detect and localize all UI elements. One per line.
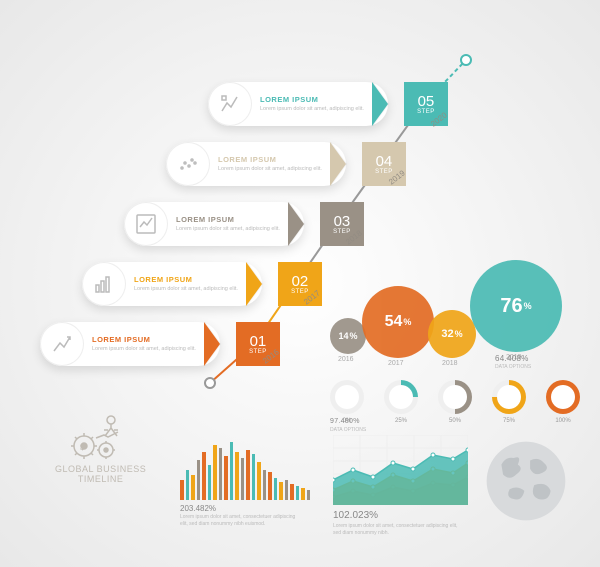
line-up-icon bbox=[40, 322, 84, 366]
bar bbox=[285, 480, 289, 500]
step-text: LOREM IPSUM Lorem ipsum dolor sit amet, … bbox=[84, 335, 206, 353]
step-desc: Lorem ipsum dolor sit amet, adipiscing e… bbox=[92, 346, 196, 353]
bubble-year: 2017 bbox=[388, 360, 404, 367]
pies-caption: 97.480% bbox=[330, 418, 360, 425]
bars-icon bbox=[82, 262, 126, 306]
bar bbox=[191, 475, 195, 500]
bar bbox=[279, 482, 283, 500]
step-desc: Lorem ipsum dolor sit amet, adipiscing e… bbox=[134, 286, 238, 293]
bar bbox=[208, 465, 212, 500]
step-title: LOREM IPSUM bbox=[176, 215, 280, 224]
bubble-sub: DATA OPTIONS bbox=[495, 364, 531, 370]
bar bbox=[301, 488, 305, 500]
step-card-01: LOREM IPSUM Lorem ipsum dolor sit amet, … bbox=[40, 322, 220, 366]
step-desc: Lorem ipsum dolor sit amet, adipiscing e… bbox=[260, 106, 364, 113]
area-chart bbox=[333, 435, 468, 505]
bubble: 32% bbox=[428, 310, 476, 358]
bubble-year: 2016 bbox=[338, 356, 354, 363]
pie-item: 25% bbox=[384, 380, 418, 424]
area-caption: 102.023% bbox=[333, 510, 378, 521]
bar bbox=[230, 442, 234, 500]
bars-sub: Lorem ipsum dolor sit amet, consectetuer… bbox=[180, 514, 300, 527]
bubble-caption: 64.408% bbox=[495, 354, 529, 363]
logo-block: $ GLOBAL BUSINESSTIMELINE bbox=[55, 410, 146, 484]
bar bbox=[290, 484, 294, 500]
step-card-05: LOREM IPSUM Lorem ipsum dolor sit amet, … bbox=[208, 82, 388, 126]
bubble: 14% bbox=[330, 318, 366, 354]
step-arrow bbox=[288, 202, 304, 246]
bars-caption: 203.482% bbox=[180, 504, 216, 513]
area-sub: Lorem ipsum dolor sit amet, consectetuer… bbox=[333, 523, 463, 536]
pie-item: 50% bbox=[438, 380, 472, 424]
logo-line1: GLOBAL BUSINESS bbox=[55, 464, 146, 474]
pie-item: 100% bbox=[546, 380, 580, 424]
growth-icon bbox=[208, 82, 252, 126]
step-title: LOREM IPSUM bbox=[92, 335, 196, 344]
step-text: LOREM IPSUM Lorem ipsum dolor sit amet, … bbox=[252, 95, 374, 113]
step-text: LOREM IPSUM Lorem ipsum dolor sit amet, … bbox=[126, 275, 248, 293]
bar bbox=[197, 460, 201, 500]
bar bbox=[252, 454, 256, 500]
step-desc: Lorem ipsum dolor sit amet, adipiscing e… bbox=[176, 226, 280, 233]
trend-icon bbox=[124, 202, 168, 246]
step-arrow bbox=[246, 262, 262, 306]
logo-icon: $ bbox=[66, 410, 136, 460]
step-title: LOREM IPSUM bbox=[134, 275, 238, 284]
step-card-02: LOREM IPSUM Lorem ipsum dolor sit amet, … bbox=[82, 262, 262, 306]
bubble-chart: 14%201654%201732%201876%2019 bbox=[330, 270, 580, 370]
bar bbox=[296, 486, 300, 500]
bar bbox=[274, 478, 278, 500]
bar bbox=[241, 458, 245, 500]
bubble: 54% bbox=[362, 286, 434, 358]
step-title: LOREM IPSUM bbox=[260, 95, 364, 104]
bar bbox=[263, 470, 267, 500]
step-arrow bbox=[372, 82, 388, 126]
bubble: 76% bbox=[470, 260, 562, 352]
bar bbox=[213, 445, 217, 500]
step-card-04: LOREM IPSUM Lorem ipsum dolor sit amet, … bbox=[166, 142, 346, 186]
bar bbox=[257, 462, 261, 500]
bar-chart bbox=[180, 440, 310, 500]
scatter-icon bbox=[166, 142, 210, 186]
bar bbox=[307, 490, 311, 500]
bar bbox=[180, 480, 184, 500]
step-title: LOREM IPSUM bbox=[218, 155, 322, 164]
globe-icon bbox=[485, 440, 567, 522]
step-text: LOREM IPSUM Lorem ipsum dolor sit amet, … bbox=[168, 215, 290, 233]
logo-line2: TIMELINE bbox=[78, 474, 124, 484]
step-desc: Lorem ipsum dolor sit amet, adipiscing e… bbox=[218, 166, 322, 173]
pie-item: 75% bbox=[492, 380, 526, 424]
bar bbox=[246, 450, 250, 500]
step-card-03: LOREM IPSUM Lorem ipsum dolor sit amet, … bbox=[124, 202, 304, 246]
step-arrow bbox=[204, 322, 220, 366]
bar bbox=[186, 470, 190, 500]
bar bbox=[224, 456, 228, 500]
bar bbox=[202, 452, 206, 500]
pies-sub: DATA OPTIONS bbox=[330, 427, 366, 433]
bar bbox=[235, 452, 239, 500]
bar bbox=[219, 448, 223, 500]
bubble-year: 2018 bbox=[442, 360, 458, 367]
bar bbox=[268, 472, 272, 500]
svg-text:$: $ bbox=[80, 443, 85, 452]
step-arrow bbox=[330, 142, 346, 186]
pie-row: 0%25%50%75%100% bbox=[330, 380, 580, 424]
step-text: LOREM IPSUM Lorem ipsum dolor sit amet, … bbox=[210, 155, 332, 173]
